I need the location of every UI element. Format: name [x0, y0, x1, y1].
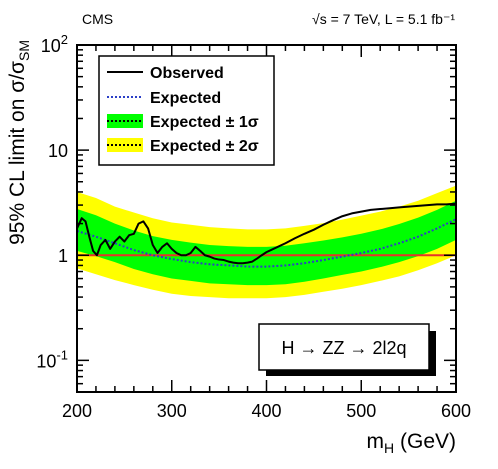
channel-label-panel [258, 323, 430, 371]
limit-lines [76, 202, 457, 268]
y-axis-label: 95% CL limit on σ/σSM [6, 40, 32, 245]
legend-label-observed: Observed [150, 65, 224, 82]
axis-ticks [76, 45, 457, 393]
energy-lumi-label: √s = 7 TeV, L = 5.1 fb⁻¹ [312, 11, 455, 27]
legend-label-band1: Expected ± 1σ [150, 114, 259, 131]
y-tick-label: 1 [58, 246, 68, 266]
channel-label-box: H → ZZ → 2l2q [258, 323, 436, 376]
x-tick-label: 500 [346, 401, 376, 421]
legend-label-expected: Expected [150, 90, 221, 107]
band1-area [77, 200, 456, 286]
legend-label-band2: Expected ± 2σ [150, 138, 259, 155]
legend-box [98, 55, 275, 166]
legend: Observed Expected Expected ± 1σ Expected… [98, 55, 275, 166]
x-tick-label: 300 [157, 401, 187, 421]
y-tick-label: 10 [48, 141, 68, 161]
x-axis-label: mH (GeV) [367, 430, 456, 456]
y-tick-label: 10-1 [36, 347, 68, 371]
observed-line [76, 202, 457, 265]
channel-label: H → ZZ → 2l2q [281, 338, 406, 358]
y-tick-label: 102 [41, 32, 68, 56]
x-tick-label: 200 [62, 401, 92, 421]
x-tick-label: 400 [251, 401, 281, 421]
x-tick-label: 600 [441, 401, 471, 421]
expected-bands [77, 185, 456, 299]
axis-tick-labels: 200 300 400 500 600 102 10 1 10-1 [36, 32, 471, 421]
experiment-label: CMS [82, 11, 113, 27]
